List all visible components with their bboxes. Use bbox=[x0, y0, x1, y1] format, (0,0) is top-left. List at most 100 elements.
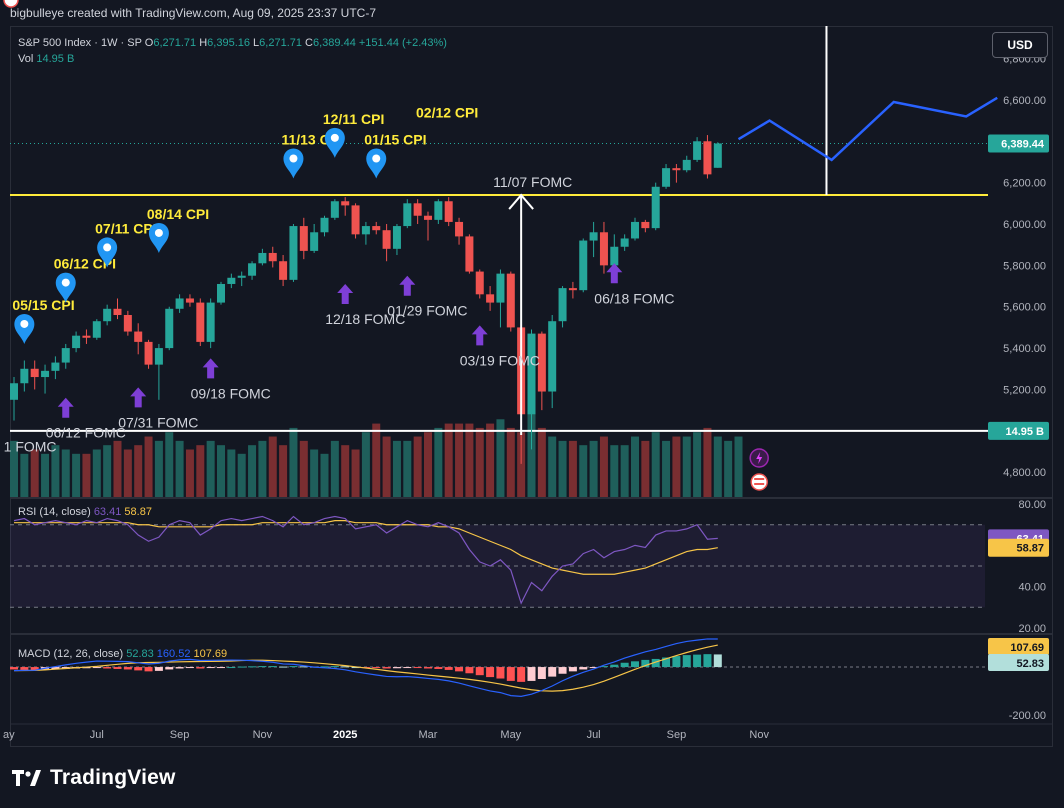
price-tick-label: 6,600.00 bbox=[1003, 95, 1046, 107]
macd-histogram-bar bbox=[382, 667, 391, 669]
macd-histogram-bar bbox=[672, 656, 681, 668]
fomc-arrow-icon bbox=[471, 325, 488, 346]
volume-bar bbox=[486, 423, 495, 497]
macd-histogram-bar bbox=[610, 664, 619, 668]
price-tick-label: 5,800.00 bbox=[1003, 260, 1046, 272]
last-price-badge bbox=[988, 134, 1049, 153]
macd-badge-label: 107.69 bbox=[1010, 642, 1044, 654]
macd-histogram-bar bbox=[103, 667, 112, 669]
map-pin-icon bbox=[14, 313, 35, 344]
volume-bar bbox=[496, 419, 505, 497]
volume-bar bbox=[403, 440, 412, 497]
candle bbox=[72, 335, 81, 349]
time-tick-label: Nov bbox=[749, 729, 769, 741]
candle bbox=[154, 348, 163, 365]
macd-histogram-bar bbox=[651, 658, 660, 668]
macd-histogram-bar bbox=[248, 666, 257, 668]
volume-bar bbox=[248, 445, 257, 497]
macd-badge-label: 52.83 bbox=[1016, 658, 1044, 670]
map-pin-icon bbox=[366, 148, 387, 179]
volume-bar bbox=[41, 453, 50, 497]
volume-bar bbox=[662, 440, 671, 497]
fomc-label: 12/18 FOMC bbox=[325, 311, 405, 327]
macd-histogram-bar bbox=[713, 654, 722, 668]
volume-bar bbox=[175, 440, 184, 497]
volume-legend: Vol 14.95 B bbox=[18, 53, 74, 65]
macd-histogram-bar bbox=[217, 667, 225, 669]
candle bbox=[682, 159, 691, 171]
candle bbox=[444, 201, 453, 222]
macd-histogram-bar bbox=[455, 667, 464, 672]
volume-bar bbox=[113, 440, 122, 497]
candle bbox=[341, 201, 350, 206]
volume-bar bbox=[568, 440, 577, 497]
currency-button[interactable]: USD bbox=[992, 32, 1048, 58]
volume-bar bbox=[672, 436, 681, 497]
volume-bar bbox=[682, 436, 691, 497]
macd-histogram-bar bbox=[558, 667, 567, 674]
rsi-tick-label: 80.00 bbox=[1018, 499, 1046, 511]
macd-histogram-bar bbox=[154, 667, 163, 671]
macd-histogram-bar bbox=[568, 667, 577, 672]
macd-badge bbox=[988, 638, 1049, 655]
candle bbox=[424, 215, 432, 220]
macd-line bbox=[13, 638, 718, 697]
macd-histogram-bar bbox=[30, 667, 39, 671]
time-tick-label: Jul bbox=[90, 729, 104, 741]
cpi-label: 07/11 CPI bbox=[95, 220, 156, 236]
candle bbox=[217, 283, 225, 303]
candle bbox=[403, 203, 412, 227]
volume-bar bbox=[206, 440, 215, 497]
candle bbox=[413, 203, 422, 216]
macd-histogram-bar bbox=[424, 667, 432, 669]
candle bbox=[703, 141, 712, 175]
volume-bar bbox=[237, 453, 246, 497]
macd-histogram-bar bbox=[237, 666, 246, 668]
volume-bar bbox=[165, 432, 174, 497]
forecast-path bbox=[737, 96, 998, 162]
macd-histogram-bar bbox=[548, 667, 557, 677]
rsi-tick-label: 40.00 bbox=[1018, 582, 1046, 594]
fomc-label: 07/31 FOMC bbox=[118, 414, 198, 430]
price-tick-label: 5,600.00 bbox=[1003, 302, 1046, 314]
cpi-label: 01/15 CPI bbox=[364, 132, 426, 148]
cpi-label: 02/12 CPI bbox=[416, 105, 478, 121]
volume-bar bbox=[289, 427, 298, 497]
macd-histogram-bar bbox=[92, 667, 101, 669]
macd-histogram-bar bbox=[279, 666, 288, 668]
fomc-arrow-icon bbox=[130, 387, 147, 408]
macd-histogram-bar bbox=[134, 667, 143, 671]
candle bbox=[351, 205, 360, 235]
macd-histogram-bar bbox=[258, 666, 267, 668]
candle bbox=[30, 368, 39, 378]
candle bbox=[599, 232, 608, 266]
candle bbox=[185, 298, 194, 303]
candle bbox=[589, 232, 598, 241]
volume-bar bbox=[713, 436, 722, 497]
volume-bar bbox=[631, 436, 639, 497]
volume-bar bbox=[506, 427, 515, 497]
price-tick-label: 6,000.00 bbox=[1003, 219, 1046, 231]
tradingview-wordmark: TradingView bbox=[50, 766, 176, 789]
candle bbox=[299, 226, 308, 251]
map-pin-icon bbox=[148, 222, 169, 253]
candle bbox=[496, 273, 505, 303]
candle bbox=[713, 143, 722, 168]
candle bbox=[631, 221, 639, 239]
candle bbox=[82, 335, 91, 338]
fomc-label: 11/07 FOMC bbox=[493, 174, 572, 190]
volume-bar bbox=[413, 436, 422, 497]
candle bbox=[568, 288, 577, 291]
time-tick-label: ay bbox=[3, 729, 15, 741]
candle bbox=[506, 273, 515, 328]
event-badge-icon bbox=[749, 448, 769, 468]
candle bbox=[134, 331, 143, 342]
macd-histogram-bar bbox=[620, 662, 629, 668]
ohlc-legend: S&P 500 Index · 1W · SP O6,271.71 H6,395… bbox=[18, 37, 447, 49]
attribution: bigbulleye created with TradingView.com,… bbox=[10, 6, 376, 20]
candle bbox=[465, 236, 474, 272]
macd-histogram-bar bbox=[444, 667, 453, 670]
candle bbox=[641, 221, 650, 229]
volume-bar bbox=[724, 440, 733, 497]
